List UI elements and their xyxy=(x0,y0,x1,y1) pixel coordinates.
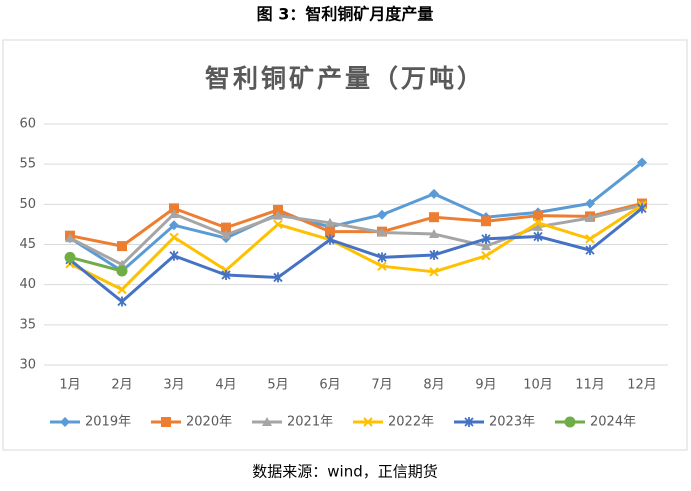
point xyxy=(429,212,439,223)
point xyxy=(117,296,127,307)
legend-label: 2021年 xyxy=(287,415,333,430)
legend-marker xyxy=(262,417,272,426)
point xyxy=(585,245,595,256)
point xyxy=(221,222,231,233)
legend-marker xyxy=(564,416,576,428)
x-tick-label: 1月 xyxy=(59,378,80,393)
point xyxy=(169,203,179,214)
legend-marker xyxy=(161,417,171,427)
x-tick-label: 6月 xyxy=(319,378,340,393)
point xyxy=(637,157,647,168)
x-tick-label: 7月 xyxy=(371,378,392,393)
point xyxy=(117,241,127,252)
point xyxy=(169,220,179,231)
y-tick-label: 35 xyxy=(19,317,36,332)
y-tick-label: 45 xyxy=(19,237,36,252)
point xyxy=(169,208,179,218)
point xyxy=(273,204,283,215)
legend-label: 2020年 xyxy=(186,415,232,430)
point xyxy=(481,216,491,227)
point xyxy=(481,251,491,261)
point xyxy=(481,233,491,244)
point xyxy=(273,272,283,283)
series-line xyxy=(69,202,643,248)
legend-label: 2022年 xyxy=(388,415,434,430)
legend-marker xyxy=(60,417,70,427)
x-tick-label: 11月 xyxy=(575,378,605,393)
y-tick-label: 55 xyxy=(19,157,36,172)
legend-marker xyxy=(464,417,474,427)
point xyxy=(585,198,595,209)
point xyxy=(325,234,335,245)
chart-title: 智利铜矿产量（万吨） xyxy=(205,64,485,93)
point xyxy=(429,229,439,239)
series-line xyxy=(69,255,123,273)
figure-caption: 图 3：智利铜矿月度产量 xyxy=(257,5,434,24)
x-tick-label: 2月 xyxy=(111,378,132,393)
point xyxy=(169,250,179,261)
point xyxy=(533,221,543,231)
x-tick-label: 9月 xyxy=(475,378,496,393)
point xyxy=(169,232,179,242)
point xyxy=(533,218,543,228)
point xyxy=(377,252,387,263)
point xyxy=(429,249,439,260)
y-tick-label: 60 xyxy=(19,117,36,132)
legend-label: 2023年 xyxy=(489,415,535,430)
point xyxy=(221,229,231,239)
y-tick-label: 40 xyxy=(19,277,36,292)
point xyxy=(273,210,283,220)
point xyxy=(429,188,439,199)
legend-label: 2019年 xyxy=(85,415,131,430)
point xyxy=(533,231,543,242)
point xyxy=(533,210,543,221)
point xyxy=(481,241,491,251)
y-tick-label: 30 xyxy=(19,358,36,373)
point xyxy=(377,227,387,237)
x-tick-label: 5月 xyxy=(267,378,288,393)
point xyxy=(585,234,595,244)
source-note: 数据来源：wind，正信期货 xyxy=(252,463,437,481)
x-tick-label: 8月 xyxy=(423,378,444,393)
y-tick-label: 50 xyxy=(19,197,36,212)
x-tick-label: 12月 xyxy=(627,378,657,393)
series-line xyxy=(69,203,643,291)
point xyxy=(377,209,387,220)
point xyxy=(117,284,127,295)
legend-label: 2024年 xyxy=(590,415,636,430)
series-line xyxy=(69,207,643,304)
point xyxy=(65,233,75,243)
legend-marker xyxy=(363,417,373,427)
point xyxy=(325,226,335,237)
point xyxy=(637,203,647,214)
point xyxy=(64,251,76,263)
point xyxy=(585,212,595,222)
point xyxy=(273,219,283,230)
point xyxy=(377,261,387,271)
point xyxy=(325,217,335,227)
x-tick-label: 10月 xyxy=(523,378,553,393)
point xyxy=(116,265,128,277)
x-tick-label: 4月 xyxy=(215,378,236,393)
series-line xyxy=(69,161,643,273)
point xyxy=(429,267,439,277)
x-tick-label: 3月 xyxy=(163,378,184,393)
point xyxy=(221,270,231,281)
